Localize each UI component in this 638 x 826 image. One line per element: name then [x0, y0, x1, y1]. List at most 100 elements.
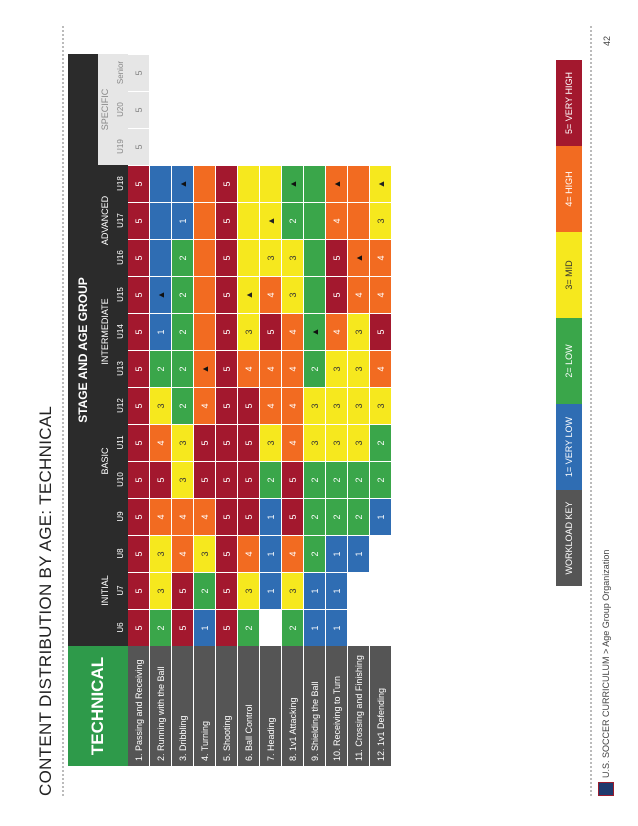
table-cell: 4 [260, 387, 282, 424]
table-cell: 2 [370, 461, 392, 498]
table-cell: 4 [260, 350, 282, 387]
table-cell: 5 [194, 461, 216, 498]
table-cell [150, 165, 172, 202]
table-cell [304, 165, 326, 202]
table-cell: 5 [128, 239, 150, 276]
table-cell [150, 91, 172, 128]
table-cell [282, 54, 304, 91]
table-cell: 4 [150, 424, 172, 461]
table-cell [326, 54, 348, 91]
age-u15: U15 [112, 276, 128, 313]
table-cell: 5 [128, 313, 150, 350]
table-cell [238, 202, 260, 239]
table-cell [194, 239, 216, 276]
table-cell: 1 [304, 609, 326, 646]
table-cell: 4 [172, 498, 194, 535]
table-cell: 1 [150, 313, 172, 350]
table-cell [370, 91, 392, 128]
table-cell [326, 128, 348, 165]
table-cell: 4 [326, 313, 348, 350]
workload-key-4: 4= HIGH [556, 146, 582, 232]
table-cell: 1 [370, 498, 392, 535]
table-cell: 5 [128, 461, 150, 498]
table-cell: 4 [282, 535, 304, 572]
table-cell: 5 [216, 350, 238, 387]
table-cell [348, 128, 370, 165]
row-label: 4. Turning [194, 646, 216, 766]
table-cell: 2 [194, 572, 216, 609]
table-cell: ▲ [194, 350, 216, 387]
table-cell [282, 128, 304, 165]
table-cell: 5 [216, 609, 238, 646]
stage-name-specific: SPECIFIC [98, 54, 112, 165]
up-arrow-icon: ▲ [199, 364, 210, 374]
row-label: 1. Passing and Receiving [128, 646, 150, 766]
table-cell: 5 [128, 276, 150, 313]
table-cell: ▲ [260, 202, 282, 239]
table-cell [194, 202, 216, 239]
table-cell: 2 [172, 313, 194, 350]
table-cell: 3 [150, 535, 172, 572]
table-cell: ▲ [150, 276, 172, 313]
table-cell: 3 [194, 535, 216, 572]
table-cell: 2 [326, 461, 348, 498]
table-cell [260, 609, 282, 646]
up-arrow-icon: ▲ [353, 253, 364, 263]
table-cell: 5 [128, 350, 150, 387]
table-cell: 5 [128, 572, 150, 609]
stage-name-initial: INITIAL [98, 535, 112, 646]
table-cell [238, 239, 260, 276]
table-cell [150, 128, 172, 165]
table-cell: 4 [238, 535, 260, 572]
table-cell [238, 128, 260, 165]
table-cell: 3 [282, 276, 304, 313]
table-cell: 4 [326, 202, 348, 239]
up-arrow-icon: ▲ [331, 179, 342, 189]
table-cell: 4 [282, 387, 304, 424]
table-cell: 5 [216, 239, 238, 276]
table-cell: 1 [326, 535, 348, 572]
age-u6: U6 [112, 609, 128, 646]
table-cell: ▲ [326, 165, 348, 202]
table-cell: 5 [326, 276, 348, 313]
up-arrow-icon: ▲ [265, 216, 276, 226]
table-cell: 2 [326, 498, 348, 535]
table-cell: 4 [282, 350, 304, 387]
table-cell [194, 313, 216, 350]
table-cell: 2 [238, 609, 260, 646]
table-cell: 2 [150, 609, 172, 646]
table-cell: 3 [326, 387, 348, 424]
table-cell: 5 [128, 424, 150, 461]
table-cell [348, 91, 370, 128]
table-cell: 1 [326, 572, 348, 609]
technical-label: TECHNICAL [68, 646, 128, 766]
up-arrow-icon: ▲ [155, 290, 166, 300]
table-cell: 2 [260, 461, 282, 498]
table-cell: 5 [216, 202, 238, 239]
table-cell: ▲ [348, 239, 370, 276]
table-cell: 5 [172, 572, 194, 609]
footer-divider [590, 26, 592, 796]
age-u19: U19 [112, 128, 128, 165]
table-cell: 5 [282, 498, 304, 535]
us-soccer-logo [598, 782, 614, 796]
table-cell: 5 [260, 313, 282, 350]
row-label: 9. Shielding the Ball [304, 646, 326, 766]
table-cell: 3 [172, 461, 194, 498]
table-cell: 5 [128, 91, 150, 128]
workload-key-3: 3= MID [556, 232, 582, 318]
up-arrow-icon: ▲ [287, 179, 298, 189]
table-cell [304, 239, 326, 276]
table-cell: 5 [128, 54, 150, 91]
table-cell: 5 [216, 276, 238, 313]
age-u13: U13 [112, 350, 128, 387]
table-cell: 5 [216, 165, 238, 202]
table-cell: 5 [128, 165, 150, 202]
table-cell: 5 [238, 387, 260, 424]
table-cell [348, 165, 370, 202]
table-cell [370, 54, 392, 91]
table-cell: 5 [238, 461, 260, 498]
title-divider [62, 26, 64, 796]
row-label: 10. Receiving to Turn [326, 646, 348, 766]
table-cell: 4 [194, 498, 216, 535]
